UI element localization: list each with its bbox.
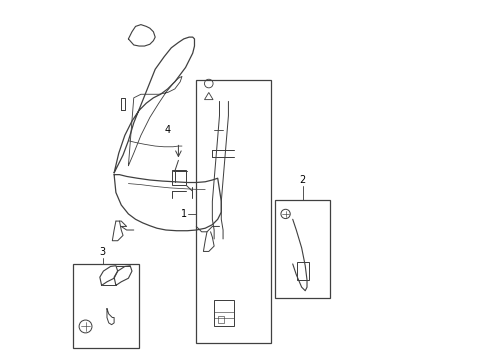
Text: 1: 1 (181, 209, 187, 219)
Bar (73, 264, 139, 348)
Bar (218, 316, 224, 323)
Text: 3: 3 (99, 247, 105, 257)
Bar (214, 300, 233, 327)
Bar (196, 80, 271, 342)
Bar (297, 262, 308, 280)
Text: 2: 2 (299, 175, 305, 185)
Bar (172, 170, 186, 185)
Bar (274, 200, 329, 298)
Text: 4: 4 (164, 125, 170, 135)
